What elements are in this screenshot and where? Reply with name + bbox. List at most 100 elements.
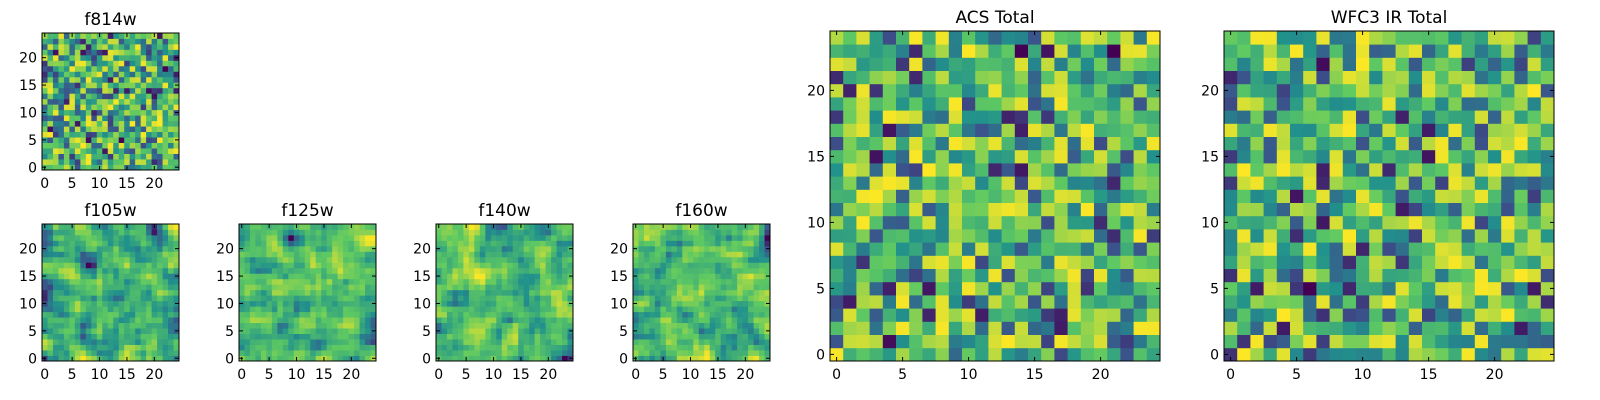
heatmap-cell bbox=[540, 224, 546, 230]
heatmap-cell bbox=[1342, 136, 1357, 151]
heatmap-cell bbox=[693, 267, 700, 274]
heatmap-cell bbox=[140, 148, 147, 154]
heatmap-cell bbox=[1382, 308, 1396, 322]
heatmap-cell bbox=[1342, 215, 1357, 230]
heatmap-cell bbox=[1316, 321, 1330, 335]
x-tick-label: 20 bbox=[145, 176, 163, 192]
heatmap-cell bbox=[239, 311, 245, 318]
heatmap-cell bbox=[1527, 31, 1542, 45]
heatmap-cell bbox=[843, 163, 857, 177]
heatmap-cell bbox=[129, 159, 136, 165]
heatmap-cell bbox=[58, 87, 65, 94]
heatmap-cell bbox=[1094, 110, 1108, 124]
heatmap-cell bbox=[140, 65, 147, 72]
heatmap-cell bbox=[146, 98, 152, 105]
heatmap-cell bbox=[1488, 31, 1502, 45]
heatmap-cell bbox=[47, 126, 54, 133]
heatmap-cell bbox=[80, 98, 87, 105]
heatmap-cell bbox=[337, 289, 344, 296]
heatmap-cell bbox=[1067, 215, 1082, 230]
heatmap-cell bbox=[693, 355, 700, 362]
heatmap-cell bbox=[244, 306, 251, 313]
heatmap-cell bbox=[107, 87, 114, 94]
heatmap-cell bbox=[1395, 149, 1410, 164]
heatmap-cell bbox=[567, 284, 574, 291]
heatmap-cell bbox=[457, 256, 464, 263]
heatmap-cell bbox=[671, 262, 678, 269]
heatmap-cell bbox=[102, 278, 109, 285]
heatmap-cell bbox=[485, 284, 492, 291]
heatmap-cell bbox=[731, 240, 738, 247]
heatmap-cell bbox=[1488, 334, 1502, 349]
heatmap-cell bbox=[135, 322, 142, 329]
heatmap-cell bbox=[157, 355, 163, 362]
heatmap-cell bbox=[1382, 110, 1396, 124]
heatmap-cell bbox=[1448, 268, 1462, 283]
heatmap-cell bbox=[1290, 255, 1304, 269]
heatmap-cell bbox=[69, 295, 76, 302]
heatmap-cell bbox=[1224, 83, 1238, 98]
heatmap-cell bbox=[118, 159, 125, 165]
heatmap-cell bbox=[293, 317, 300, 324]
heatmap-cell bbox=[1014, 70, 1029, 85]
heatmap-cell bbox=[1146, 255, 1161, 269]
heatmap-cell bbox=[1488, 70, 1502, 85]
heatmap-cell bbox=[441, 300, 448, 307]
heatmap-cell bbox=[107, 33, 114, 39]
heatmap-cell bbox=[1014, 149, 1029, 164]
heatmap-cell bbox=[922, 97, 936, 111]
heatmap-cell bbox=[85, 229, 92, 236]
heatmap-cell bbox=[1474, 347, 1489, 362]
heatmap-cell bbox=[742, 245, 749, 252]
heatmap-cell bbox=[463, 240, 470, 247]
heatmap-cell bbox=[441, 267, 448, 274]
heatmap-cell bbox=[359, 355, 366, 362]
heatmap-cell bbox=[704, 328, 711, 334]
heatmap-cell bbox=[687, 251, 694, 258]
heatmap-cell bbox=[1461, 44, 1476, 58]
heatmap-cell bbox=[1501, 31, 1515, 45]
heatmap-cell bbox=[288, 284, 295, 291]
y-tick-label: 10 bbox=[19, 105, 37, 121]
heatmap-cell bbox=[1067, 268, 1082, 283]
heatmap-cell bbox=[129, 317, 136, 324]
heatmap-cell bbox=[468, 273, 475, 280]
heatmap-cell bbox=[140, 33, 147, 39]
heatmap-cell bbox=[1342, 255, 1357, 269]
heatmap-cell bbox=[118, 60, 125, 67]
heatmap-cell bbox=[843, 281, 857, 296]
panel-title: f140w bbox=[478, 201, 530, 221]
heatmap-cell bbox=[162, 120, 169, 127]
heatmap-cell bbox=[1408, 136, 1423, 151]
heatmap-cell bbox=[485, 295, 492, 302]
heatmap-cell bbox=[168, 300, 174, 307]
heatmap-cell bbox=[239, 306, 245, 313]
heatmap-cell bbox=[58, 38, 65, 45]
heatmap-cell bbox=[1041, 242, 1055, 256]
heatmap-cell bbox=[909, 229, 923, 243]
heatmap-cell bbox=[80, 43, 87, 50]
heatmap-cell bbox=[665, 300, 672, 307]
heatmap-cell bbox=[260, 333, 267, 340]
heatmap-cell bbox=[80, 344, 87, 351]
heatmap-cell bbox=[118, 240, 125, 247]
heatmap-cell bbox=[42, 65, 48, 72]
heatmap-cell bbox=[1250, 255, 1264, 269]
heatmap-cell bbox=[1224, 136, 1238, 151]
heatmap-cell bbox=[1514, 295, 1528, 309]
heatmap-cell bbox=[748, 344, 754, 351]
heatmap-cell bbox=[91, 164, 98, 171]
heatmap-cell bbox=[704, 273, 711, 280]
x-tick-label: 20 bbox=[145, 367, 163, 383]
heatmap-cell bbox=[146, 82, 152, 89]
heatmap-cell bbox=[69, 153, 76, 160]
heatmap-cell bbox=[113, 333, 120, 340]
heatmap-cell bbox=[354, 306, 360, 313]
heatmap-cell bbox=[1501, 334, 1515, 349]
heatmap-cell bbox=[507, 344, 514, 351]
heatmap-cell bbox=[759, 229, 765, 236]
heatmap-cell bbox=[869, 268, 884, 283]
heatmap-cell bbox=[556, 240, 563, 247]
heatmap-cell bbox=[1146, 308, 1161, 322]
